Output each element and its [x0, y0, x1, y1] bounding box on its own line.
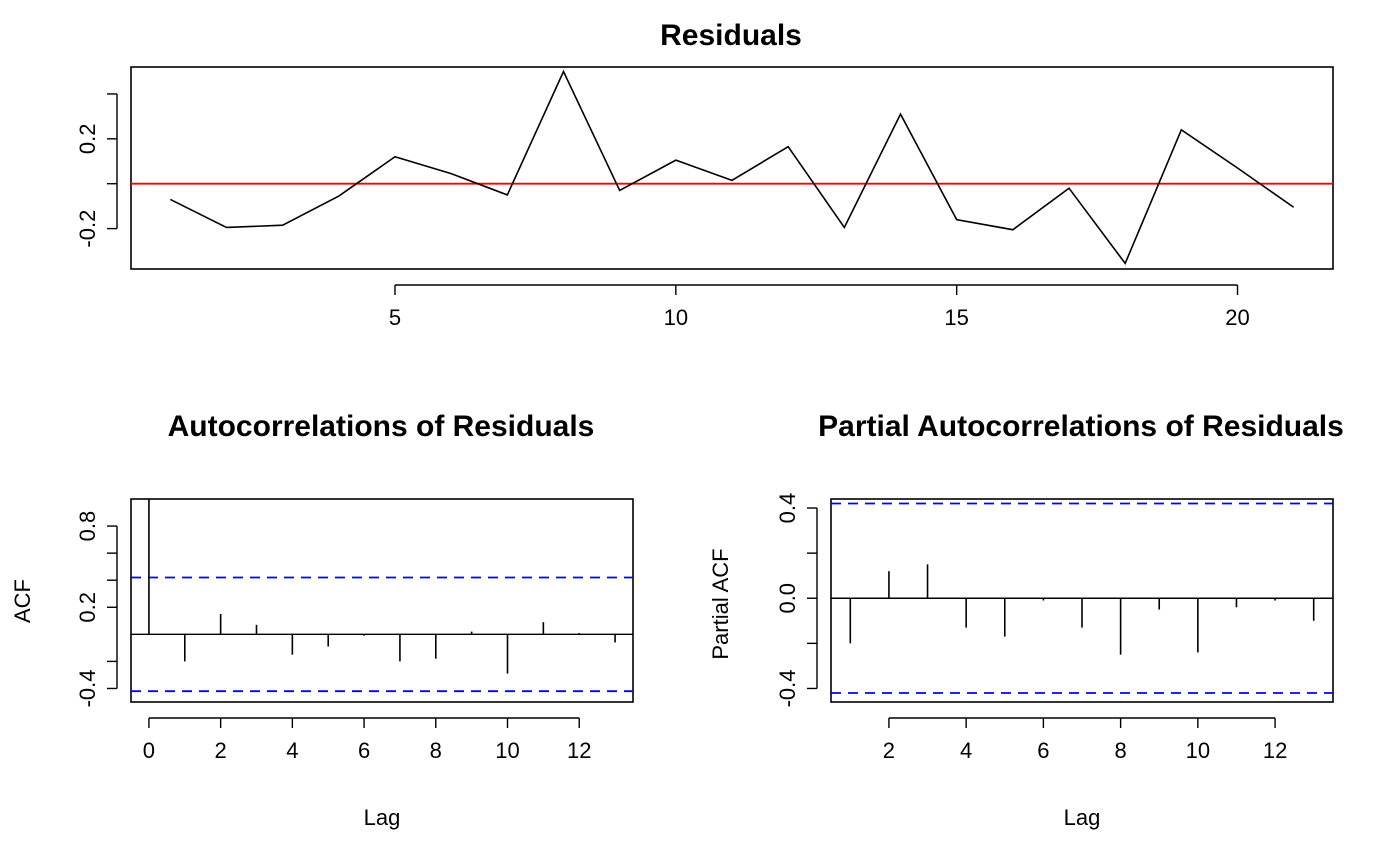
x-tick-label: 0: [143, 738, 155, 763]
acf-plot-area: 0 2 4 6 8 10 12 -0.4 0.2 0.8: [75, 499, 633, 763]
x-tick-label: 20: [1225, 305, 1249, 330]
y-tick-label: -0.4: [775, 670, 800, 708]
x-tick-label: 8: [1114, 738, 1126, 763]
pacf-plot-area: 2 4 6 8 10 12 -0.4 0.0 0.4: [775, 493, 1333, 763]
x-tick-label: 6: [1037, 738, 1049, 763]
x-tick-label: 5: [389, 305, 401, 330]
acf-y-axis-label: ACF: [10, 579, 35, 623]
residuals-series-line: [169, 69, 1295, 265]
x-tick-label: 15: [944, 305, 968, 330]
y-tick-label: 0.2: [75, 124, 100, 155]
x-tick-label: 8: [430, 738, 442, 763]
residuals-title: Residuals: [660, 19, 802, 52]
acf-x-axis-label: Lag: [364, 805, 401, 830]
y-tick-label: -0.2: [75, 210, 100, 248]
x-tick-label: 2: [215, 738, 227, 763]
x-tick-label: 10: [1186, 738, 1210, 763]
x-tick-label: 2: [883, 738, 895, 763]
x-tick-label: 10: [495, 738, 519, 763]
x-tick-label: 4: [960, 738, 972, 763]
pacf-x-axis-label: Lag: [1064, 805, 1101, 830]
acf-panel: Autocorrelations of Residuals Lag ACF 0 2…: [10, 410, 634, 830]
pacf-plot-frame: [830, 498, 1334, 703]
x-tick-label: 12: [1263, 738, 1287, 763]
y-tick-label: 0.0: [775, 583, 800, 614]
pacf-panel: Partial Autocorrelations of Residuals La…: [708, 410, 1344, 830]
pacf-title: Partial Autocorrelations of Residuals: [818, 410, 1344, 443]
acf-title: Autocorrelations of Residuals: [168, 410, 595, 443]
pacf-y-axis-label: Partial ACF: [708, 548, 733, 659]
x-tick-label: 6: [358, 738, 370, 763]
x-tick-label: 4: [286, 738, 298, 763]
y-tick-label: 0.4: [775, 493, 800, 524]
residuals-plot-area: 5 10 15 20 -0.2 0.2: [75, 69, 1333, 330]
y-tick-label: 0.2: [75, 592, 100, 623]
x-tick-label: 10: [664, 305, 688, 330]
y-tick-label: -0.4: [75, 670, 100, 708]
residuals-panel: Residuals 5 10 15 20 -0.2 0.2: [75, 19, 1334, 330]
residuals-plot-frame: [130, 66, 1334, 270]
acf-plot-frame: [130, 498, 634, 703]
x-tick-label: 12: [567, 738, 591, 763]
y-tick-label: 0.8: [75, 511, 100, 542]
